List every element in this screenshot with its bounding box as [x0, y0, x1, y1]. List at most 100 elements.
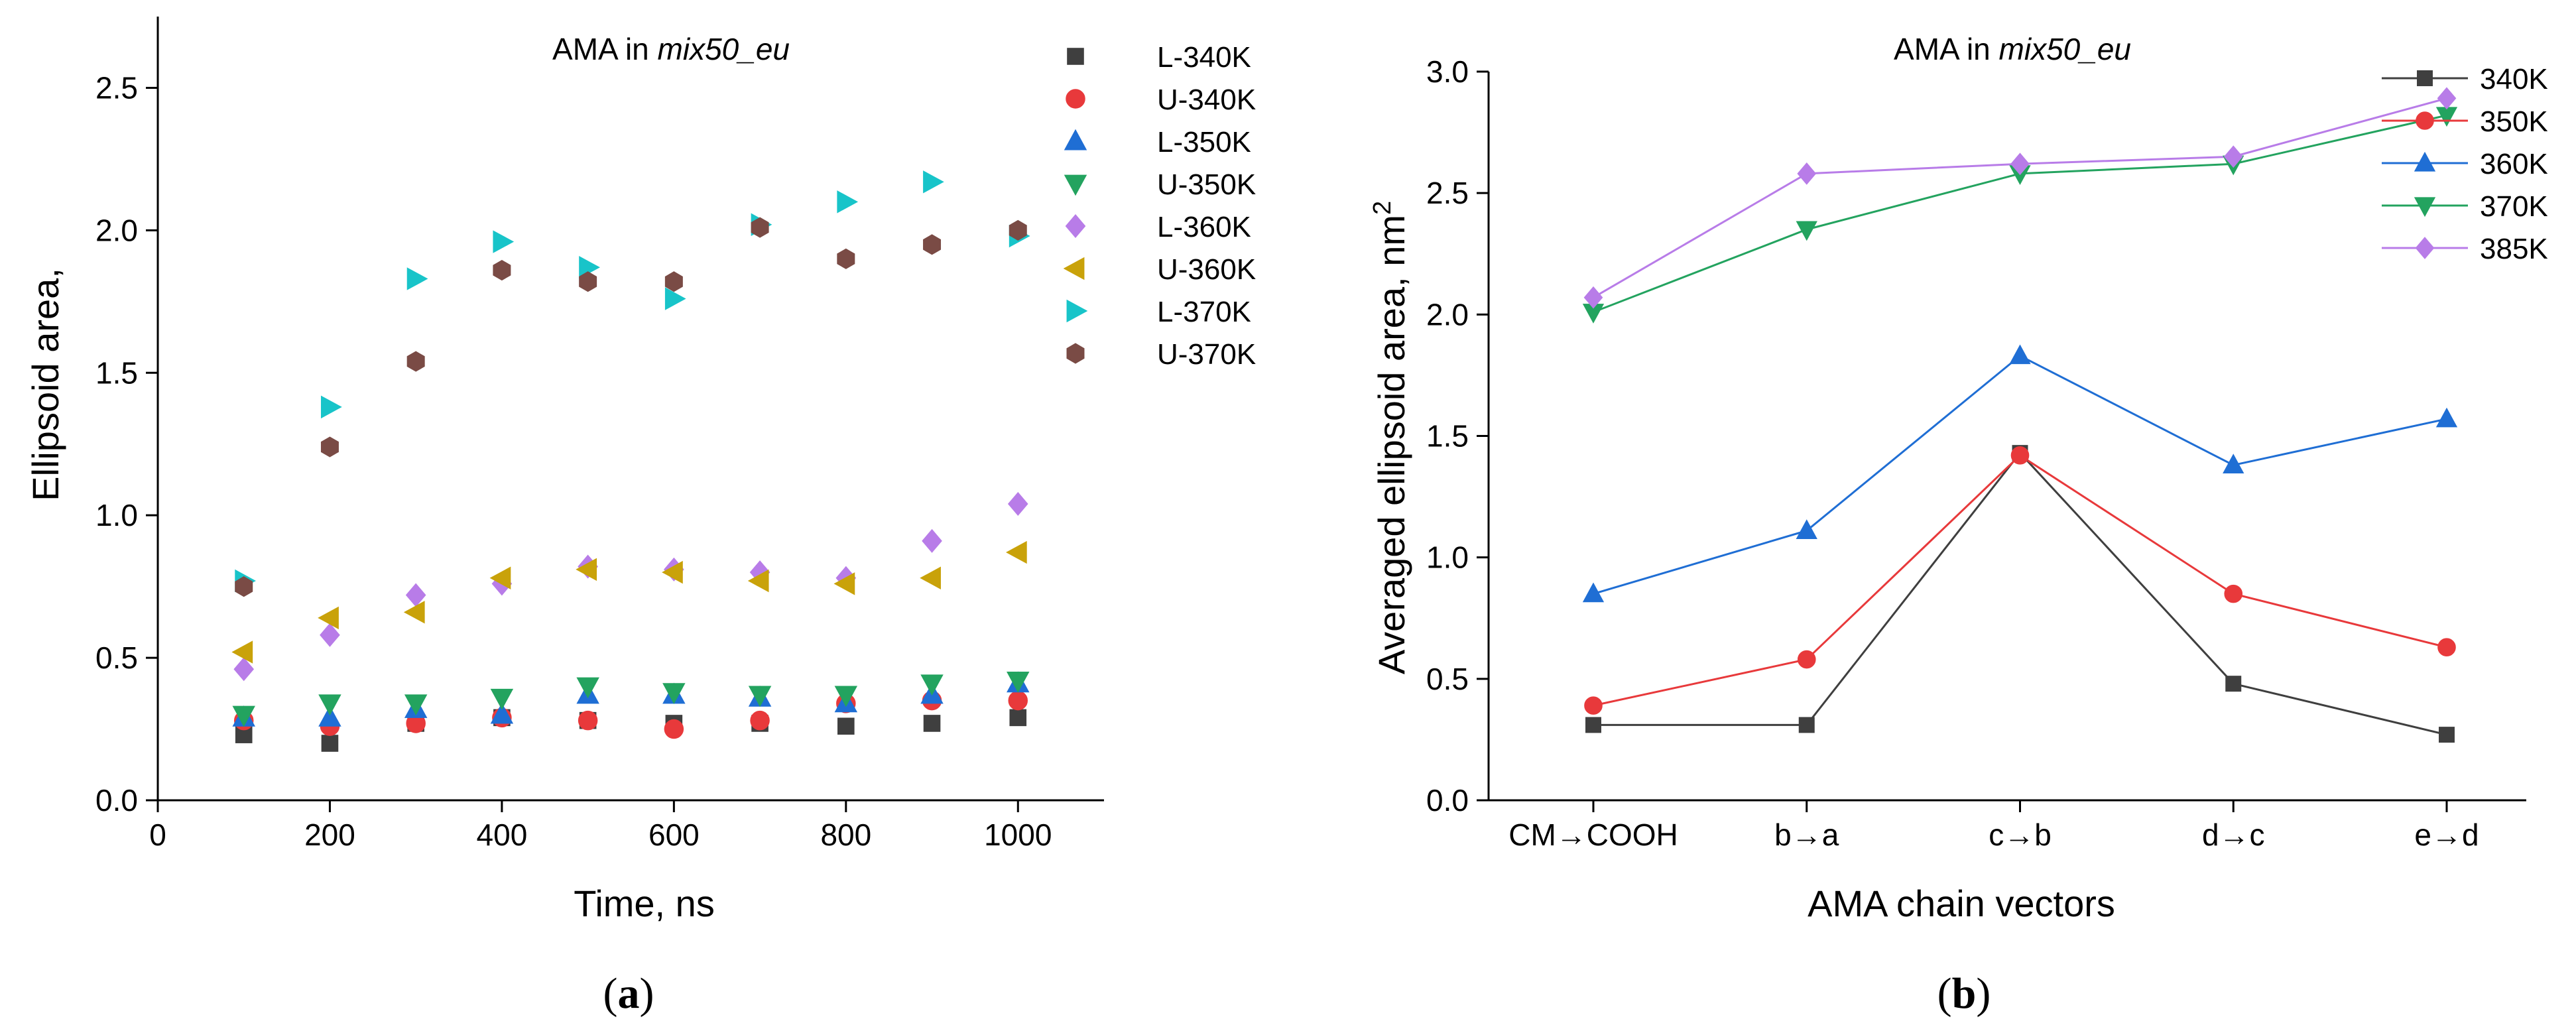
- data-point: [231, 640, 253, 664]
- data-point: [834, 686, 858, 707]
- legend-label: L-350K: [1157, 126, 1251, 158]
- legend-label: U-350K: [1157, 168, 1256, 201]
- data-point: [2010, 446, 2030, 465]
- x-tick-label: 0: [149, 818, 166, 852]
- y-tick-label: 0.0: [95, 783, 138, 818]
- y-tick-label: 2.0: [95, 213, 138, 247]
- data-point: [1585, 717, 1601, 733]
- x-tick-label: 800: [820, 818, 871, 852]
- data-point: [664, 287, 686, 310]
- legend-label: 360K: [2480, 148, 2548, 180]
- x-tick-label: 200: [304, 818, 355, 852]
- legend-label: U-370K: [1157, 338, 1256, 371]
- legend-marker: [2414, 151, 2436, 172]
- data-point: [922, 528, 942, 553]
- y-tick-label: 3.0: [1426, 54, 1469, 89]
- x-tick-label: e→d: [2414, 818, 2479, 852]
- y-tick-label: 1.0: [1426, 540, 1469, 575]
- data-point: [2439, 727, 2455, 743]
- legend: L-340K U-340K L-350K U-350K L-360K U-360K L-37…: [1063, 41, 1256, 371]
- data-point: [235, 726, 253, 743]
- data-point: [318, 694, 341, 716]
- data-point: [1797, 162, 1817, 185]
- data-point: [923, 234, 942, 255]
- data-points: [1582, 87, 2458, 743]
- y-tick-label: 0.0: [1426, 783, 1469, 818]
- series-line: [1593, 114, 2447, 314]
- data-point: [1007, 491, 1028, 517]
- chart-title: AMA in mix50_eu: [1894, 32, 2131, 66]
- data-point: [576, 677, 599, 699]
- x-axis-label: Time, ns: [574, 883, 715, 924]
- data-point: [578, 710, 598, 731]
- series-line: [1593, 97, 2447, 298]
- data-point: [837, 248, 855, 269]
- legend-label: 370K: [2480, 190, 2548, 223]
- data-point: [493, 259, 511, 281]
- legend-marker: [1065, 213, 1086, 239]
- data-point: [235, 576, 253, 597]
- data-point: [2223, 454, 2244, 474]
- y-tick-label: 0.5: [95, 640, 138, 675]
- series-line: [1593, 451, 2447, 736]
- data-point: [920, 674, 944, 696]
- data-point: [2224, 584, 2243, 603]
- data-point: [1009, 709, 1027, 727]
- chart-b: 0.0 0.5 1.0 1.5 2.0 2.5 3.0 CM→COOH b→a c→b d→c e→d…: [1369, 32, 2548, 1018]
- data-point: [747, 569, 769, 593]
- x-tick-label: 400: [477, 818, 528, 852]
- x-tick-label: 600: [648, 818, 700, 852]
- legend-label: U-360K: [1157, 253, 1256, 286]
- y-tick-label: 0.5: [1426, 662, 1469, 696]
- data-point: [923, 170, 944, 194]
- data-point: [403, 601, 425, 624]
- legend-marker: [1064, 129, 1087, 151]
- data-point: [404, 694, 428, 716]
- data-point: [2437, 87, 2457, 110]
- data-point: [2435, 407, 2458, 428]
- x-axis-label: AMA chain vectors: [1808, 883, 2115, 924]
- data-point: [1007, 672, 1030, 693]
- data-point: [489, 566, 511, 589]
- legend-label: 385K: [2480, 233, 2548, 265]
- data-point: [576, 558, 597, 581]
- y-tick-label: 1.5: [1426, 419, 1469, 454]
- data-point: [321, 735, 339, 752]
- data-point: [232, 705, 255, 727]
- data-point: [664, 719, 684, 739]
- data-point: [837, 717, 855, 735]
- legend-marker: [2417, 70, 2433, 86]
- data-points: [231, 170, 1030, 752]
- data-point: [320, 623, 340, 647]
- legend-label: U-340K: [1157, 84, 1256, 116]
- x-tick-label: b→a: [1774, 818, 1839, 852]
- legend-marker: [1066, 343, 1085, 364]
- data-point: [2437, 638, 2456, 657]
- legend-label: 350K: [2480, 105, 2548, 138]
- series-line: [1593, 454, 2447, 707]
- legend-marker: [2416, 111, 2434, 130]
- y-axis-label: Averaged ellipsoid area, nm2: [1369, 201, 1412, 674]
- panel-label: (a): [603, 969, 654, 1018]
- data-point: [837, 190, 859, 213]
- data-point: [1798, 717, 1815, 733]
- legend-marker: [1064, 174, 1087, 196]
- series-lines: [1593, 97, 2447, 736]
- y-tick-label: 1.0: [95, 498, 138, 532]
- data-point: [406, 267, 428, 290]
- data-point: [833, 572, 855, 595]
- legend-label: 340K: [2480, 63, 2548, 95]
- data-point: [920, 566, 941, 589]
- data-point: [1583, 286, 1603, 309]
- y-tick-label: 2.5: [95, 70, 138, 105]
- x-tick-label: CM→COOH: [1508, 818, 1678, 852]
- legend-label: L-370K: [1157, 296, 1251, 328]
- panel-label: (b): [1937, 969, 1991, 1018]
- data-point: [662, 683, 686, 704]
- legend-label: L-340K: [1157, 41, 1251, 74]
- legend-label: L-360K: [1157, 211, 1251, 243]
- data-point: [233, 657, 255, 682]
- data-point: [1008, 690, 1028, 711]
- chart-title: AMA in mix50_eu: [552, 32, 790, 66]
